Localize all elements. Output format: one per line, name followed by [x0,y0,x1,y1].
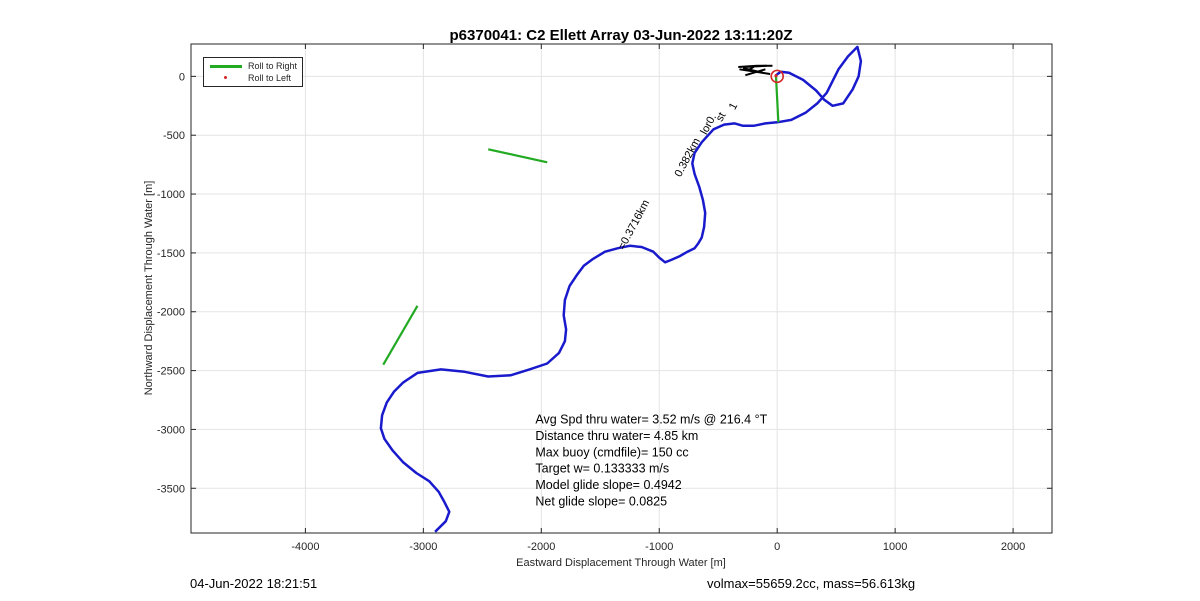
y-axis-label: Northward Displacement Through Water [m] [143,181,155,396]
roll-right-segment [774,76,780,123]
roll-left-point [774,74,778,78]
legend-item-roll-right: Roll to Right [204,60,302,72]
probe-label: =0.3716km [616,198,652,252]
probe-label: 0.382km [673,136,703,179]
grid [191,44,1052,533]
stats-line: Max buoy (cmdfile)= 150 cc [535,445,688,459]
axes: -4000 -3000 -2000 -1000 0 1000 2000 0 -500 -1000 -… [157,43,1053,553]
x-tick-label: -1000 [645,541,673,553]
stats-line: Net glide slope= 0.0825 [535,495,667,509]
stats-line: Distance thru water= 4.85 km [535,429,698,443]
chart-title: p6370041: C2 Ellett Array 03-Jun-2022 13… [450,27,793,44]
y-tick-label: -1500 [157,248,185,260]
x-tick-label: 1000 [883,541,907,553]
legend-label: Roll to Right [248,61,298,71]
y-tick-label: 0 [179,71,185,83]
y-tick-label: -2500 [157,366,185,378]
legend: Roll to Right Roll to Left [203,57,303,87]
x-tick-label: -2000 [527,541,555,553]
y-tick-label: -500 [163,130,185,142]
legend-dot-swatch [224,76,227,79]
y-tick-label: -3000 [157,424,185,436]
x-tick-label: 0 [774,541,780,553]
y-tick-label: -3500 [157,483,185,495]
trajectory-line [379,45,863,533]
x-tick-label: -3000 [409,541,437,553]
x-axis-label: Eastward Displacement Through Water [m] [516,557,726,569]
heading-line [745,68,766,77]
legend-item-roll-left: Roll to Left [204,72,302,84]
x-tick-label: 2000 [1001,541,1025,553]
start-marker [770,69,784,84]
legend-line-swatch [210,65,242,68]
roll-right-segment [487,148,548,164]
axes-box [190,43,1053,534]
y-tick-label: -1000 [157,189,185,201]
roll-right-segment [382,305,419,366]
footer-volmax-mass: volmax=55659.2cc, mass=56.613kg [707,576,916,591]
probe-label: 1 [727,101,740,112]
stats-annotation: Avg Spd thru water= 3.52 m/s @ 216.4 °T D… [535,413,767,509]
x-tick-label: -4000 [291,541,319,553]
stats-line: Model glide slope= 0.4942 [535,478,681,492]
footer-timestamp: 04-Jun-2022 18:21:51 [190,576,318,591]
stats-line: Avg Spd thru water= 3.52 m/s @ 216.4 °T [535,413,767,427]
stats-line: Target w= 0.133333 m/s [535,462,669,476]
y-tick-label: -2000 [157,307,185,319]
legend-label: Roll to Left [248,73,292,83]
